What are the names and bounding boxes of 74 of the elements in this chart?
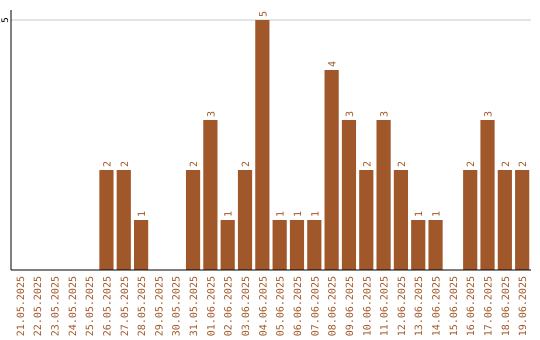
data-label: 2 [500,160,512,167]
data-label: 1 [292,210,304,217]
x-tick-label: 25.05.2025 [85,276,96,336]
data-label: 2 [362,160,374,167]
data-label: 1 [276,210,287,217]
bar [515,170,530,270]
bar [411,220,426,270]
x-tick-label: 30.05.2025 [172,276,183,336]
x-tick-label: 04.06.2025 [258,276,270,336]
bar [428,220,443,270]
x-tick-label: 07.06.2025 [310,276,322,336]
data-label: 1 [310,210,322,217]
data-label: 1 [137,210,148,217]
bar [238,170,252,270]
x-tick-label: 09.06.2025 [344,276,356,336]
x-tick-label: 19.06.2025 [518,276,530,336]
bar [220,220,235,270]
data-label: 2 [189,160,200,167]
x-tick-label: 12.06.2025 [396,276,408,336]
data-label: 1 [432,210,443,217]
data-label: 5 [258,10,270,17]
data-label: 3 [206,110,218,117]
x-tick-label: 23.05.2025 [50,276,62,336]
data-label: 2 [102,160,114,167]
x-tick-label: 18.06.2025 [500,276,512,336]
bar [272,220,287,270]
bar [99,170,114,270]
bar [480,120,495,270]
bar [394,170,408,270]
x-tick-label: 24.05.2025 [68,276,79,336]
x-tick-label: 15.06.2025 [448,276,460,336]
data-label: 2 [396,160,408,167]
data-label: 4 [328,60,339,67]
x-tick-label: 21.05.2025 [16,276,27,336]
bar [324,70,339,270]
bar [376,120,391,270]
bar [116,170,131,270]
bar [359,170,374,270]
bar [498,170,512,270]
data-label: 2 [241,160,252,167]
x-tick-label: 02.06.2025 [224,276,235,336]
data-label: 2 [120,160,131,167]
data-label: 3 [344,110,356,117]
x-tick-label: 03.06.2025 [241,276,252,336]
x-tick-label: 28.05.2025 [137,276,148,336]
bar [307,220,322,270]
x-tick-label: 17.06.2025 [484,276,495,336]
x-tick-label: 26.05.2025 [102,276,114,336]
bar [134,220,148,270]
bar [290,220,304,270]
x-tick-label: 10.06.2025 [362,276,374,336]
x-tick-label: 27.05.2025 [120,276,131,336]
x-tick-label: 06.06.2025 [292,276,304,336]
x-tick-label: 14.06.2025 [432,276,443,336]
x-tick-label: 29.05.2025 [154,276,166,336]
x-tick-label: 08.06.2025 [328,276,339,336]
data-label: 3 [380,110,391,117]
bar [463,170,478,270]
bar [342,120,356,270]
x-tick-label: 13.06.2025 [414,276,426,336]
data-label: 1 [224,210,235,217]
bar [203,120,218,270]
x-tick-label: 22.05.2025 [33,276,44,336]
data-label: 3 [484,110,495,117]
data-label: 2 [466,160,478,167]
bar [186,170,200,270]
x-tick-label: 11.06.2025 [380,276,391,336]
bar [255,20,270,270]
data-label: 2 [518,160,530,167]
x-tick-label: 01.06.2025 [206,276,218,336]
x-tick-label: 16.06.2025 [466,276,478,336]
x-tick-label: 05.06.2025 [276,276,287,336]
data-label: 1 [414,210,426,217]
x-tick-label: 31.05.2025 [189,276,200,336]
